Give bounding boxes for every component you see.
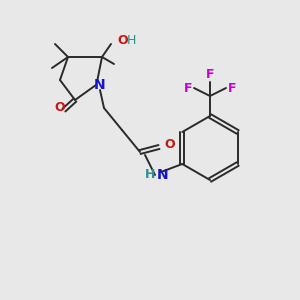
Text: F: F <box>228 82 236 94</box>
Text: N: N <box>94 78 106 92</box>
Text: F: F <box>184 82 192 94</box>
Text: N: N <box>157 168 169 182</box>
Text: O: O <box>117 34 128 46</box>
Text: O: O <box>55 101 65 114</box>
Text: O: O <box>164 139 175 152</box>
Text: F: F <box>206 68 214 81</box>
Text: H: H <box>145 169 155 182</box>
Text: ·H: ·H <box>124 34 137 46</box>
